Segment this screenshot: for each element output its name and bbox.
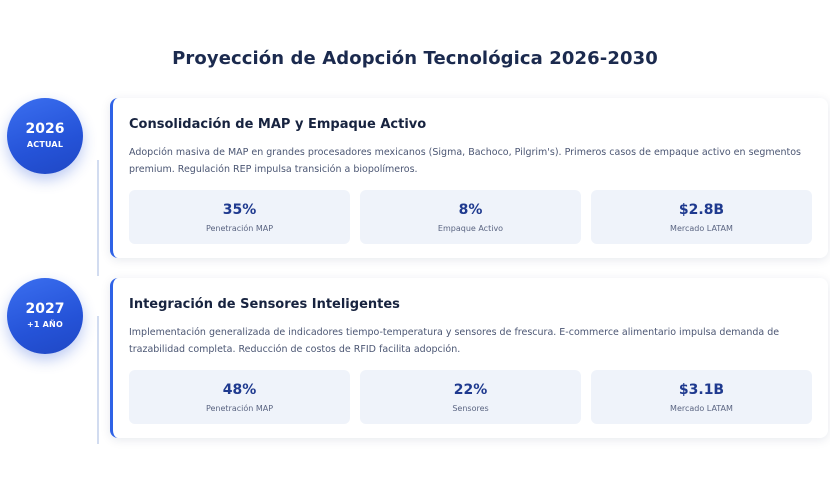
metric-penetracion-map: 35% Penetración MAP	[129, 190, 350, 244]
card-description: Adopción masiva de MAP en grandes proces…	[129, 147, 801, 175]
metric-value: 48%	[222, 381, 257, 398]
timeline-card-2026: Consolidación de MAP y Empaque Activo Ad…	[110, 98, 828, 258]
metric-label: Penetración MAP	[205, 223, 274, 233]
metric-label: Penetración MAP	[205, 403, 274, 413]
metric-value: 35%	[222, 201, 257, 218]
timeline-line	[97, 316, 99, 444]
metric-value: 8%	[458, 201, 483, 218]
year-badge-2026: 2026 ACTUAL	[7, 98, 83, 174]
metric-mercado-latam: $2.8B Mercado LATAM	[591, 190, 812, 244]
year-number: 2027	[25, 301, 65, 317]
card-title: Consolidación de MAP y Empaque Activo	[129, 117, 427, 132]
metric-value: 22%	[453, 381, 488, 398]
metric-value: $2.8B	[678, 201, 725, 218]
metrics-row: 35% Penetración MAP 8% Empaque Activo $2…	[129, 190, 812, 244]
card-title: Integración de Sensores Inteligentes	[129, 297, 400, 312]
metric-label: Mercado LATAM	[670, 403, 733, 413]
metric-value: $3.1B	[678, 381, 725, 398]
page-title: Proyección de Adopción Tecnológica 2026-…	[172, 48, 658, 69]
year-sublabel: +1 AÑO	[27, 320, 63, 329]
year-number: 2026	[25, 121, 65, 137]
metric-empaque-activo: 8% Empaque Activo	[360, 190, 581, 244]
timeline-card-2027: Integración de Sensores Inteligentes Imp…	[110, 278, 828, 438]
metric-label: Empaque Activo	[437, 223, 504, 233]
metric-sensores: 22% Sensores	[360, 370, 581, 424]
metric-mercado-latam: $3.1B Mercado LATAM	[591, 370, 812, 424]
metric-penetracion-map: 48% Penetración MAP	[129, 370, 350, 424]
metric-label: Mercado LATAM	[670, 223, 733, 233]
timeline-line	[97, 160, 99, 276]
metric-label: Sensores	[452, 403, 489, 413]
year-sublabel: ACTUAL	[26, 140, 64, 149]
metrics-row: 48% Penetración MAP 22% Sensores $3.1B M…	[129, 370, 812, 424]
year-badge-2027: 2027 +1 AÑO	[7, 278, 83, 354]
card-description: Implementación generalizada de indicador…	[129, 327, 780, 355]
